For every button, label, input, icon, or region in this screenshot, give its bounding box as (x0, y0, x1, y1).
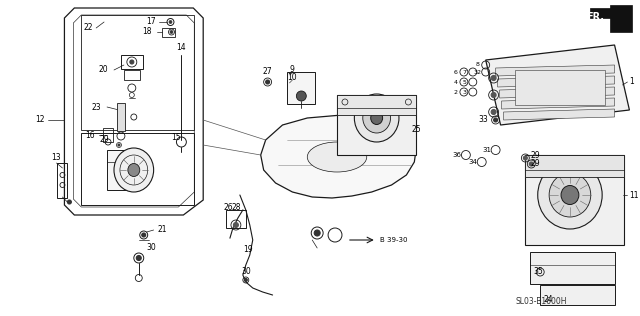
Circle shape (314, 230, 320, 236)
Ellipse shape (561, 185, 579, 204)
Text: 23: 23 (92, 102, 101, 112)
Ellipse shape (128, 163, 140, 177)
Text: 30: 30 (241, 268, 251, 276)
Text: 34: 34 (468, 159, 477, 165)
Bar (337, 95, 416, 155)
Ellipse shape (538, 161, 602, 229)
Ellipse shape (114, 148, 154, 192)
Circle shape (529, 162, 533, 166)
Text: 10: 10 (287, 72, 297, 82)
Text: 2: 2 (454, 89, 458, 94)
Bar (121, 55, 143, 69)
Text: 17: 17 (146, 17, 156, 27)
Ellipse shape (307, 142, 367, 172)
Text: 32: 32 (474, 70, 482, 75)
Text: 19: 19 (243, 246, 252, 254)
Ellipse shape (355, 94, 399, 142)
Text: 25: 25 (412, 125, 421, 135)
Bar (107, 150, 135, 190)
Polygon shape (502, 98, 614, 109)
Text: 9: 9 (290, 65, 295, 75)
Ellipse shape (363, 103, 390, 133)
Bar (226, 210, 246, 228)
Bar (515, 70, 605, 105)
Bar (58, 163, 67, 198)
Text: 8: 8 (476, 63, 480, 68)
Bar (287, 72, 316, 104)
Ellipse shape (371, 112, 383, 125)
Circle shape (118, 144, 120, 146)
Circle shape (491, 76, 496, 81)
Polygon shape (609, 5, 632, 32)
Text: 7: 7 (463, 70, 467, 75)
Text: 20: 20 (99, 65, 108, 75)
Text: 15: 15 (172, 133, 181, 143)
Text: 11: 11 (629, 191, 639, 199)
Bar (81, 133, 195, 205)
Text: 27: 27 (262, 68, 272, 76)
Circle shape (491, 110, 496, 114)
Text: 6: 6 (454, 70, 458, 75)
Bar (540, 285, 614, 305)
Text: 22: 22 (83, 23, 93, 33)
Text: 36: 36 (452, 152, 461, 158)
Text: 31: 31 (482, 147, 491, 153)
Text: B 39-30: B 39-30 (380, 237, 407, 243)
Bar (124, 70, 140, 80)
Text: 18: 18 (142, 27, 152, 37)
Bar (161, 28, 175, 37)
Polygon shape (486, 45, 629, 125)
Bar (525, 155, 625, 245)
Bar (531, 252, 614, 284)
Text: 29: 29 (99, 136, 109, 144)
Ellipse shape (549, 173, 591, 217)
Text: 13: 13 (52, 153, 61, 161)
Text: 30: 30 (147, 244, 157, 252)
Circle shape (130, 60, 134, 64)
Circle shape (67, 200, 72, 204)
Text: 1: 1 (629, 77, 634, 87)
Circle shape (244, 278, 247, 282)
Polygon shape (495, 65, 614, 76)
Text: 5: 5 (463, 80, 467, 84)
Text: SL03-B1600H: SL03-B1600H (515, 297, 567, 307)
Circle shape (170, 31, 173, 33)
Circle shape (491, 93, 496, 98)
Polygon shape (260, 115, 416, 198)
Text: 12: 12 (35, 116, 44, 125)
Circle shape (136, 256, 141, 260)
Text: 21: 21 (157, 226, 167, 234)
Bar (117, 103, 125, 131)
Text: 29: 29 (531, 150, 540, 160)
Text: 16: 16 (85, 131, 95, 139)
Bar (103, 128, 113, 142)
Circle shape (493, 118, 497, 122)
Text: 28: 28 (231, 203, 241, 211)
Circle shape (266, 80, 269, 84)
Text: 14: 14 (177, 44, 186, 52)
Bar (525, 155, 625, 177)
Circle shape (169, 21, 172, 23)
Polygon shape (590, 8, 627, 28)
Text: 24: 24 (543, 295, 553, 303)
Polygon shape (500, 87, 614, 98)
Circle shape (296, 91, 307, 101)
Text: 35: 35 (533, 268, 543, 276)
Text: 4: 4 (454, 80, 458, 84)
Polygon shape (504, 109, 614, 120)
Bar (81, 15, 195, 130)
Text: 26: 26 (223, 203, 233, 211)
Text: 3: 3 (463, 89, 467, 94)
Circle shape (234, 222, 238, 228)
Polygon shape (497, 76, 614, 87)
Text: 29: 29 (531, 159, 540, 167)
Text: FR.: FR. (586, 12, 604, 22)
Bar (337, 95, 416, 115)
Circle shape (524, 156, 527, 160)
Text: 33: 33 (479, 116, 488, 125)
Circle shape (141, 233, 146, 237)
